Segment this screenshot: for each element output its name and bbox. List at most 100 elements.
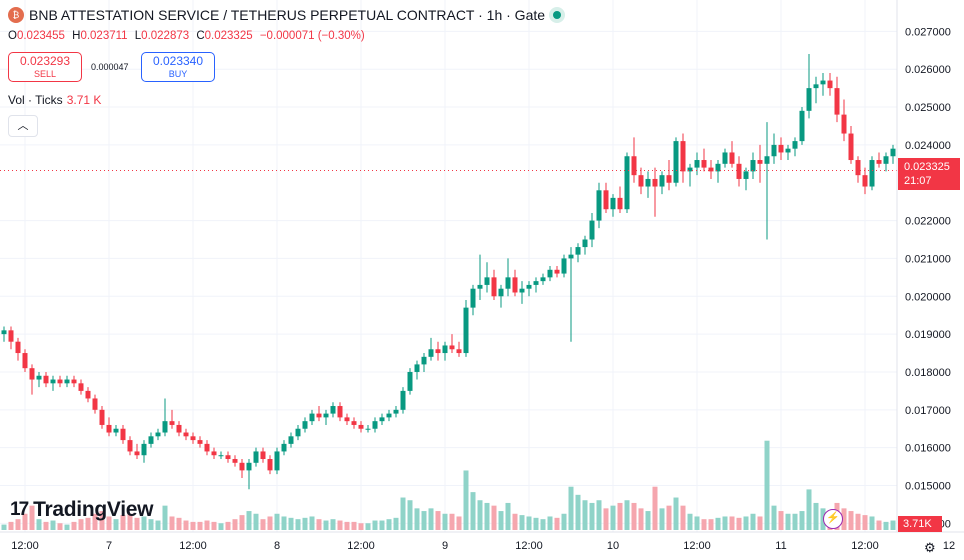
volume-bar xyxy=(491,505,497,530)
candle-body xyxy=(491,277,497,297)
volume-bar xyxy=(855,513,861,530)
candle-body xyxy=(561,258,567,274)
volume-bar xyxy=(596,500,602,530)
volume-bar xyxy=(162,505,168,530)
candle-body xyxy=(792,141,798,149)
collapse-legend-button[interactable]: ︿ xyxy=(8,115,38,137)
candle-body xyxy=(365,428,371,430)
price-axis: 0.027000 0.026000 0.025000 0.024000 0.022000… xyxy=(896,0,964,560)
candle-body xyxy=(435,349,441,354)
candle-body xyxy=(176,424,182,433)
volume-bar xyxy=(1,524,7,530)
volume-bar xyxy=(701,519,707,530)
volume-bar xyxy=(253,513,259,530)
candle-body xyxy=(386,413,392,418)
candle-body xyxy=(113,428,119,433)
candle-body xyxy=(449,345,455,350)
volume-bar xyxy=(127,513,133,530)
sell-label: SELL xyxy=(33,69,57,79)
candle-body xyxy=(813,84,819,89)
volume-bar xyxy=(862,515,868,530)
volume-bar xyxy=(211,521,217,530)
candle-body xyxy=(155,432,161,437)
candle-body xyxy=(505,277,511,289)
candle-body xyxy=(204,443,210,452)
chart-header[interactable]: ₿ BNB ATTESTATION SERVICE / TETHERUS PER… xyxy=(8,7,562,23)
candle-body xyxy=(316,413,322,418)
candle-body xyxy=(498,288,504,297)
volume-bar xyxy=(22,513,28,530)
y-tick-label: 0.018000 xyxy=(905,367,951,379)
volume-bar xyxy=(631,502,637,530)
low-value: 0.022873 xyxy=(141,30,190,42)
candle-body xyxy=(239,462,245,471)
candle-body xyxy=(456,349,462,354)
candle-body xyxy=(666,175,672,183)
volume-bar xyxy=(463,470,469,530)
candle-body xyxy=(799,110,805,142)
candle-body xyxy=(169,421,175,425)
volume-bar xyxy=(239,515,245,530)
candle-body xyxy=(610,197,616,210)
volume-label: Vol · Ticks xyxy=(8,93,63,107)
volume-bar xyxy=(50,520,56,530)
low-label: L xyxy=(134,30,142,42)
volume-bar xyxy=(638,508,644,530)
candle-body xyxy=(827,80,833,89)
candle-body xyxy=(274,451,280,471)
candle-body xyxy=(638,175,644,187)
volume-bar xyxy=(337,520,343,530)
candle-body xyxy=(106,424,112,433)
volume-bar xyxy=(386,519,392,530)
candle-body xyxy=(624,156,630,210)
volume-bar xyxy=(260,519,266,530)
y-tick-label: 0.025000 xyxy=(905,102,951,114)
volume-bar xyxy=(246,511,252,530)
volume-bar xyxy=(232,519,238,530)
volume-bar xyxy=(715,517,721,530)
tradingview-logo[interactable]: 17 TradingView xyxy=(10,498,153,522)
volume-bar xyxy=(687,513,693,530)
volume-bar xyxy=(470,492,476,530)
candle-body xyxy=(288,436,294,444)
candle-body xyxy=(407,371,413,391)
volume-bar xyxy=(176,517,182,530)
volume-legend[interactable]: Vol · Ticks 3.71 K xyxy=(8,93,101,107)
volume-bar xyxy=(365,523,371,530)
volume-bar xyxy=(36,519,42,530)
candle-body xyxy=(50,379,56,384)
settings-gear-icon[interactable]: ⚙ xyxy=(924,540,936,555)
x-tick-label: 12:00 xyxy=(179,540,207,552)
candle-body xyxy=(43,375,49,384)
volume-bar xyxy=(99,511,105,530)
candle-body xyxy=(428,349,434,357)
volume-bar xyxy=(442,513,448,530)
volume-bar xyxy=(71,521,77,530)
current-price-tag: 0.023325 21:07 xyxy=(898,158,960,190)
volume-bar xyxy=(519,515,525,530)
volume-bar xyxy=(512,513,518,530)
y-tick-label: 0.026000 xyxy=(905,64,951,76)
tradingview-mark-icon: 17 xyxy=(10,499,29,520)
sell-button[interactable]: 0.023293 SELL xyxy=(8,52,82,82)
candle-body xyxy=(323,413,329,418)
symbol-title[interactable]: BNB ATTESTATION SERVICE / TETHERUS PERPE… xyxy=(29,7,546,23)
buy-label: BUY xyxy=(168,69,188,79)
volume-bar xyxy=(568,486,574,530)
buy-button[interactable]: 0.023340 BUY xyxy=(141,52,215,82)
candle-body xyxy=(57,379,63,384)
volume-bar xyxy=(414,508,420,530)
candle-body xyxy=(78,383,84,391)
x-tick-label: 12:00 xyxy=(11,540,39,552)
volume-bar xyxy=(785,513,791,530)
candle-body xyxy=(372,421,378,429)
candle-body xyxy=(183,432,189,437)
volume-bar xyxy=(610,505,616,530)
lightning-icon[interactable]: ⚡ xyxy=(823,509,843,529)
volume-bar xyxy=(750,513,756,530)
candle-body xyxy=(162,421,168,433)
volume-bar xyxy=(666,505,672,530)
volume-bar xyxy=(421,511,427,530)
volume-bar xyxy=(204,520,210,530)
